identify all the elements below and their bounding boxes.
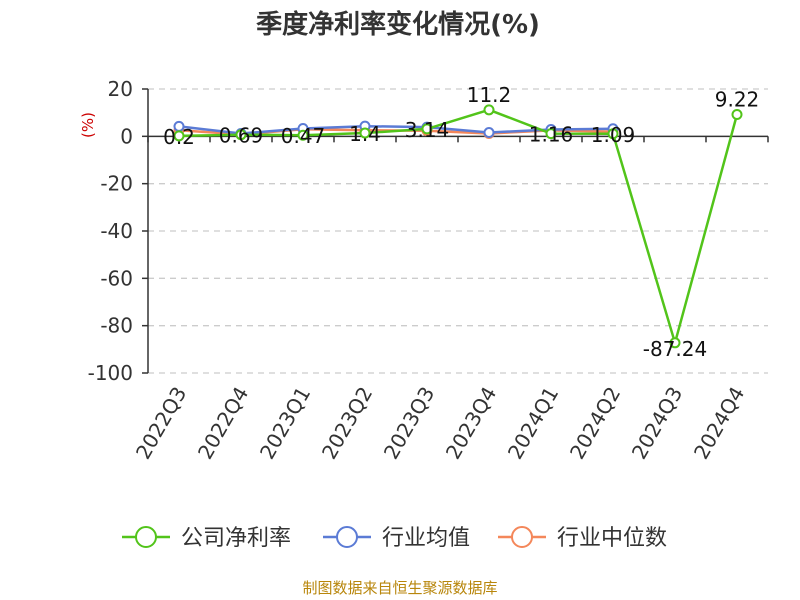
data-label: 1.4 [349,122,381,146]
data-point [731,109,743,121]
x-tick-label: 2022Q3 [131,383,191,464]
x-tick-label: 2022Q4 [193,383,253,464]
legend-label: 行业均值 [382,526,470,551]
data-point [607,128,619,140]
y-tick-labels: 20 0 -20 -40 -60 -80 -100 [88,77,133,385]
data-label: 0.69 [219,124,264,148]
y-axis-label: (%) [79,112,97,138]
data-label: -87.24 [643,337,707,361]
data-point [297,129,309,141]
data-labels: 0.2 0.69 0.47 1.4 3.14 11.2 1.16 1.09 -87.24 9.22 [163,83,759,361]
legend-marker [511,526,533,548]
data-point [669,337,681,349]
data-point [545,128,557,140]
data-point [235,129,247,141]
data-label: 11.2 [467,83,512,107]
y-tick-label: -100 [88,361,133,385]
axes [142,88,769,374]
chart-title: 季度净利率变化情况(%) [256,9,540,40]
data-point [483,127,495,139]
legend-label: 公司净利率 [181,526,291,551]
y-tick-label: -60 [100,266,133,290]
legend-marker [135,526,157,548]
x-tick-label: 2023Q1 [255,383,315,464]
y-tick-label: -40 [100,219,133,243]
data-label: 0.2 [163,125,195,149]
legend-label: 行业中位数 [557,526,667,551]
data-point [173,130,185,142]
y-tick-label: 0 [120,124,133,148]
x-tick-label: 2024Q3 [627,383,687,464]
x-tick-label: 2024Q2 [565,383,625,464]
x-tick-label: 2023Q2 [317,383,377,464]
y-tick-label: -80 [100,314,133,338]
x-tick-label: 2023Q3 [379,383,439,464]
source-note: 制图数据来自恒生聚源数据库 [302,579,497,597]
x-tick-label: 2024Q1 [503,383,563,464]
series-line-0 [178,108,739,345]
data-label: 1.09 [591,123,636,147]
data-label: 0.47 [281,124,326,148]
data-point [483,104,495,116]
grid-lines [148,88,768,374]
data-point [421,123,433,135]
data-label: 9.22 [715,88,760,112]
x-tick-label: 2024Q4 [689,383,749,464]
x-tick-labels: 2022Q3 2022Q4 2023Q1 2023Q2 2023Q3 2023Q4 2024… [131,383,749,464]
series-layer [173,104,743,349]
y-tick-label: -20 [100,172,133,196]
legend-marker [336,526,358,548]
legend: 公司净利率 行业均值 行业中位数 [122,526,667,551]
y-tick-label: 20 [108,77,133,101]
data-label: 1.16 [529,123,574,147]
x-tick-label: 2023Q4 [441,383,501,464]
data-label: 3.14 [405,118,450,142]
data-point [359,127,371,139]
